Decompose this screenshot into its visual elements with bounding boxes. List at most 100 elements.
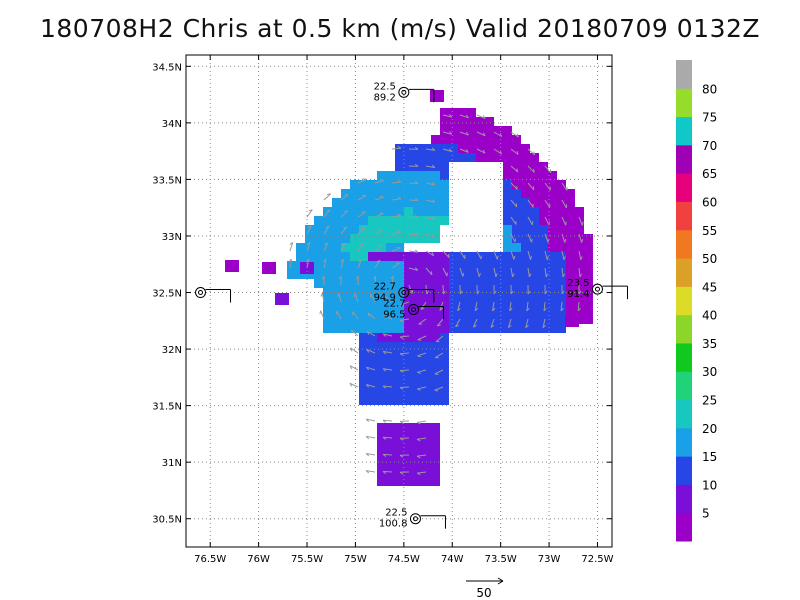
wind-speed-cell [377,432,386,441]
wind-vector-head [434,373,439,375]
wind-vector-head [384,296,387,301]
wind-vector [510,233,516,243]
wind-speed-cell [539,315,548,324]
wind-speed-cell [494,153,503,162]
wind-vector-head [492,307,496,312]
wind-vector [420,301,427,310]
wind-speed-cell [440,108,449,117]
wind-speed-cell [584,234,593,243]
wind-speed-cell [494,144,503,153]
wind-speed-cell [548,225,557,234]
wind-speed-cell [584,252,593,261]
wind-speed-cell [377,441,386,450]
wind-speed-cell [557,216,566,225]
wind-vector-head [382,351,387,355]
wind-speed-cell [503,180,512,189]
wind-vector-head [307,225,312,229]
colorbar-swatch [676,512,692,542]
wind-vectors [288,114,584,476]
wind-speed-cell [575,279,584,288]
wind-speed-cell [368,306,377,315]
wind-speed-cell [332,198,341,207]
wind-vector [417,454,427,457]
wind-vector [425,199,435,203]
wind-speed-cell [566,198,575,207]
wind-speed-cell [548,234,557,243]
wind-vector-head [365,453,370,457]
wind-speed-cell [458,297,467,306]
wind-vector-head [366,349,370,353]
wind-vector [340,242,346,252]
wind-speed-cell [449,270,458,279]
wind-vector [490,318,495,328]
wind-speed-cell [404,459,413,468]
wind-vector-head [319,310,322,315]
wind-speed-cell [386,252,395,261]
wind-speed-cell [395,153,404,162]
wind-speed-cell [449,297,458,306]
wind-speed-cell [575,261,584,270]
wind-vector [417,369,427,373]
colorbar-swatch [676,456,692,485]
wind-vector-head [382,453,387,457]
wind-speed-cell [422,387,431,396]
wind-vector-head [350,347,353,352]
wind-vector [408,267,418,271]
wind-speed-cell [368,378,377,387]
wind-speed-cell [377,468,386,477]
wind-speed-cell [386,360,395,369]
wind-speed-cell [341,324,350,333]
wind-vector-head [416,455,421,459]
wind-vector-head [493,290,497,295]
wind-speed-cell [476,324,485,333]
wind-speed-cell [485,297,494,306]
wind-speed-cell [404,369,413,378]
wind-vector [442,250,450,258]
wind-vector [578,216,583,226]
wind-speed-cell [368,270,377,279]
wind-speed-cell [539,279,548,288]
wind-speed-cell [413,306,422,315]
wind-vector-head [465,114,469,119]
wind-speed-cell [359,261,368,270]
wind-speed-cell [377,315,386,324]
wind-speed-cell [503,135,512,144]
wind-speed-cell [341,234,350,243]
wind-speed-cell [530,234,539,243]
wind-vector [374,229,384,235]
wind-vector-head [414,163,419,167]
wind-speed-cell [395,207,404,216]
wind-speed-cell [503,297,512,306]
wind-speed-cell [521,297,530,306]
wind-vector-head [516,133,519,138]
wind-speed-cell [503,144,512,153]
colorbar-label: 55 [702,224,717,238]
wind-speed-cell [350,270,359,279]
wind-speed-cell [440,126,449,135]
wind-vector-head [434,389,439,392]
wind-vector [425,182,435,186]
wind-speed-cell [413,180,422,189]
wind-speed-cell [422,396,431,405]
wind-speed-cell [458,306,467,315]
wind-vector-head [399,336,404,340]
wind-speed-cell [395,459,404,468]
wind-speed-cell [485,117,494,126]
wind-speed-cell [566,297,575,306]
wind-vector-head [416,438,421,442]
wind-speed-cell [521,171,530,180]
wind-vector-head [379,195,384,198]
wind-speed-cell [467,306,476,315]
y-tick-label: 31N [162,458,182,469]
wind-speed-cell [386,333,395,342]
wind-speed-cell [521,252,530,261]
wind-speed-cell [548,171,557,180]
wind-speed-cell [449,324,458,333]
wind-speed-cell [467,324,476,333]
wind-speed-cell [404,297,413,306]
wind-speed-cell [467,297,476,306]
wind-speed-cell [557,288,566,297]
wind-vector-head [439,307,443,311]
wind-speed-cell [422,342,431,351]
wind-speed-cell [539,216,548,225]
